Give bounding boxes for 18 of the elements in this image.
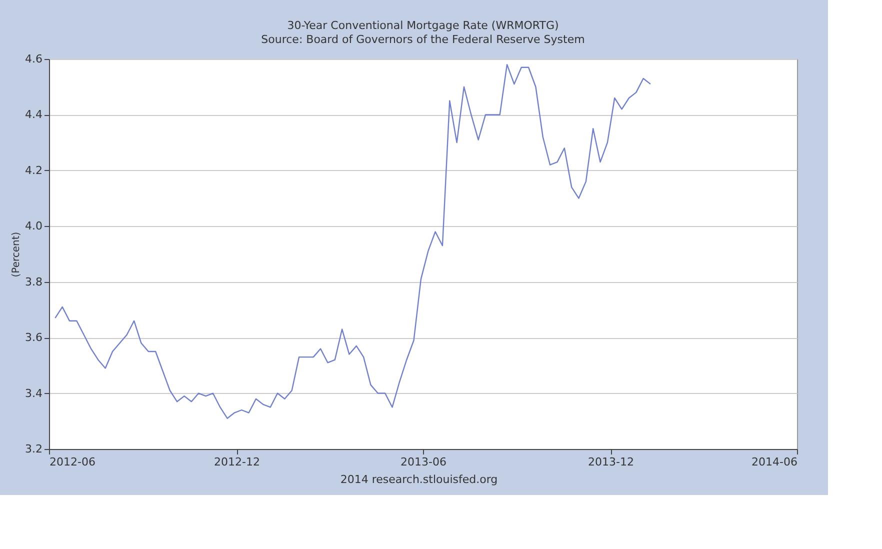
chart-subtitle: Source: Board of Governors of the Federal Reserve System <box>261 33 585 46</box>
y-tick-label: 3.8 <box>25 275 42 288</box>
line-series <box>54 64 652 419</box>
y-axis-title: (Percent) <box>11 232 22 278</box>
y-tick-label: 4.4 <box>25 108 42 122</box>
x-tick-label: 2013-12 <box>588 456 634 468</box>
x-tick-label: 2012-12 <box>214 456 260 468</box>
x-tick-label: 2013-06 <box>400 456 446 468</box>
y-tick-label: 4.0 <box>25 220 42 233</box>
x-tick-label: 2012-06 <box>50 456 96 468</box>
y-tick-label: 3.2 <box>25 442 42 456</box>
text: 2014 research.stlouisfed.org <box>340 473 498 486</box>
y-tick-label: 3.4 <box>25 386 42 400</box>
chart-title: 30-Year Conventional Mortgage Rate (WRMORTG) <box>287 19 559 32</box>
y-tick-label: 4.6 <box>25 52 42 66</box>
y-tick-label: 4.2 <box>25 164 42 177</box>
y-tick-label: 3.6 <box>25 331 42 344</box>
x-tick-label: 2014-06 <box>752 456 798 468</box>
